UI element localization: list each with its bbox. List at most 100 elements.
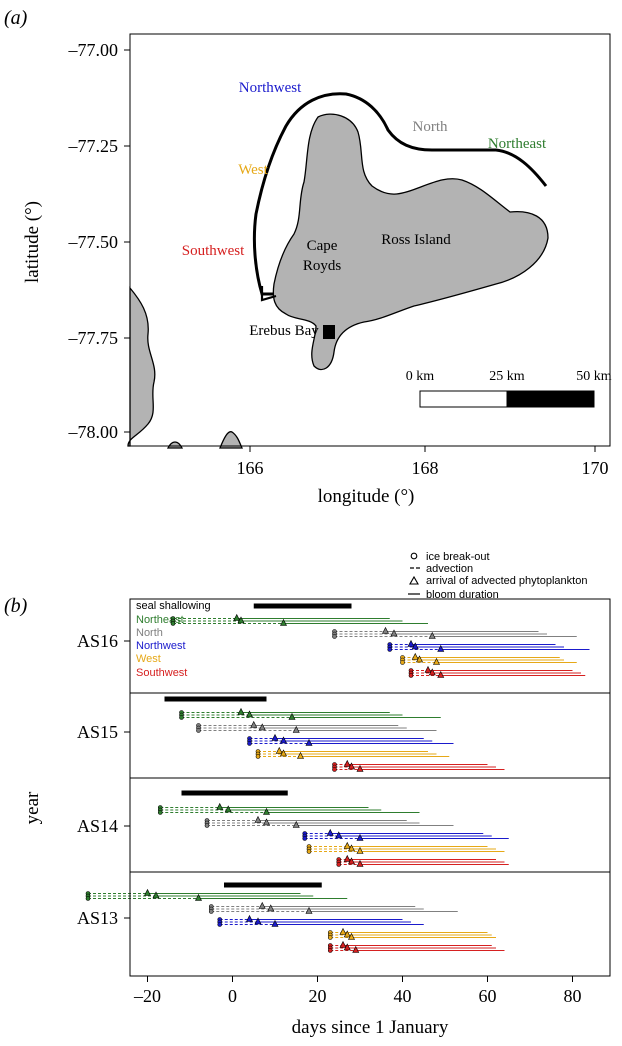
arrival-marker	[292, 725, 300, 733]
arrival-marker	[280, 749, 287, 757]
arrival-marker	[250, 720, 258, 728]
scale-bar-black	[506, 390, 595, 408]
region-row	[170, 613, 428, 626]
arrival-marker	[390, 629, 398, 637]
panel-b-marks	[85, 603, 590, 953]
ice-breakout-marker	[387, 647, 393, 652]
arrival-marker	[382, 626, 389, 634]
arrival-marker	[195, 893, 202, 901]
x-tick-label: 166	[237, 458, 264, 478]
arrival-marker	[271, 733, 279, 741]
arrival-marker	[263, 807, 270, 815]
ice-breakout-marker	[85, 896, 91, 901]
region-row	[85, 888, 348, 901]
ice-edge-arrowhead	[260, 286, 277, 302]
mainland-coast	[127, 286, 156, 447]
ice-breakout-marker	[179, 715, 184, 720]
panel-a-ylabel: latitude (°)	[22, 201, 43, 283]
legend-ice-breakout: ice break-out	[426, 551, 490, 563]
y-tick-label: –78.00	[68, 422, 119, 442]
label-erebus-bay: Erebus Bay	[249, 323, 319, 339]
scale-bar-white	[419, 390, 508, 408]
panel-a-x-axis: 166 168 170	[237, 446, 609, 478]
year-label: AS16	[77, 631, 118, 651]
arrival-marker	[356, 859, 364, 867]
region-row	[204, 815, 454, 828]
legend: ice break-out advection arrival of advec…	[408, 551, 587, 601]
arrival-marker	[144, 888, 151, 896]
arrival-marker	[348, 857, 355, 865]
arrival-marker	[267, 904, 275, 912]
ice-breakout-marker	[255, 754, 261, 759]
scale-label-25: 25 km	[489, 369, 525, 384]
ice-breakout-marker	[204, 823, 210, 828]
scale-label-0: 0 km	[406, 369, 435, 384]
legend-circle-icon	[410, 552, 418, 560]
arrival-marker	[343, 841, 351, 849]
arrival-marker	[297, 751, 304, 759]
ice-breakout-marker	[400, 660, 405, 665]
ice-breakout-marker	[170, 621, 176, 626]
arrival-marker	[254, 917, 262, 925]
panel-b-chart: (b) ice break-out advection arrival of a…	[4, 551, 611, 1038]
arrival-marker	[343, 943, 351, 951]
scale-label-50: 50 km	[576, 369, 612, 384]
panel-b-label: (b)	[4, 595, 28, 617]
seal-shallowing-label: seal shallowing	[136, 600, 211, 612]
arrival-marker	[339, 927, 347, 935]
year-label: AS14	[77, 816, 118, 836]
arrival-marker	[343, 759, 351, 767]
ross-island-land	[272, 113, 549, 371]
panel-b-xlabel: days since 1 January	[292, 1017, 449, 1038]
arrival-marker	[258, 901, 266, 909]
arrival-marker	[292, 820, 300, 828]
ice-breakout-marker	[332, 634, 337, 639]
arrival-marker	[254, 815, 262, 823]
arrival-marker	[352, 945, 360, 953]
arrival-marker	[152, 891, 160, 899]
arrival-marker	[437, 670, 445, 678]
x-tick-label: 40	[394, 986, 412, 1006]
arrival-marker	[275, 746, 283, 754]
label-west: West	[238, 162, 268, 178]
arrival-marker	[216, 802, 224, 810]
region-label-north: North	[136, 627, 163, 639]
x-tick-label: 168	[412, 458, 439, 478]
region-row	[302, 828, 509, 841]
label-northeast: Northeast	[488, 136, 547, 152]
region-row	[255, 746, 450, 759]
ice-breakout-marker	[336, 862, 342, 867]
legend-advection: advection	[426, 563, 473, 575]
region-label-southwest: Southwest	[136, 667, 187, 679]
panel-a-map: (a) –77.00–77.25–77.50–77.75–78.00 166 16…	[4, 7, 612, 507]
arrival-marker	[335, 831, 343, 839]
arrival-marker	[411, 652, 419, 660]
arrival-marker	[224, 805, 232, 813]
region-row	[306, 841, 505, 854]
panel-b-x-axis: –20 0 20 40 60 80	[133, 976, 582, 1006]
x-tick-label: 20	[309, 986, 327, 1006]
arrival-marker	[343, 930, 351, 938]
panel-a-label: (a)	[4, 7, 28, 29]
ice-breakout-marker	[327, 948, 333, 953]
region-row	[408, 665, 586, 678]
legend-triangle-icon	[409, 575, 419, 585]
erebus-bay-marker	[323, 325, 335, 339]
region-row	[208, 901, 458, 914]
arrival-marker	[348, 844, 355, 852]
panel-b-ylabel: year	[22, 791, 43, 824]
legend-arrival: arrival of advected phytoplankton	[426, 575, 587, 587]
year-label: AS15	[77, 722, 118, 742]
region-label-northeast: Northeast	[136, 614, 184, 626]
region-row	[327, 927, 496, 940]
region-row	[327, 940, 505, 953]
arrival-marker	[411, 642, 419, 650]
arrival-marker	[237, 616, 245, 624]
panel-b-y-axis: AS16 AS15 AS14 AS13	[77, 631, 130, 928]
region-label-northwest: Northwest	[136, 640, 186, 652]
label-southwest: Southwest	[182, 243, 245, 259]
arrival-marker	[437, 644, 445, 652]
arrival-marker	[424, 665, 432, 673]
region-row	[336, 854, 509, 867]
ice-edge-line	[252, 92, 548, 296]
